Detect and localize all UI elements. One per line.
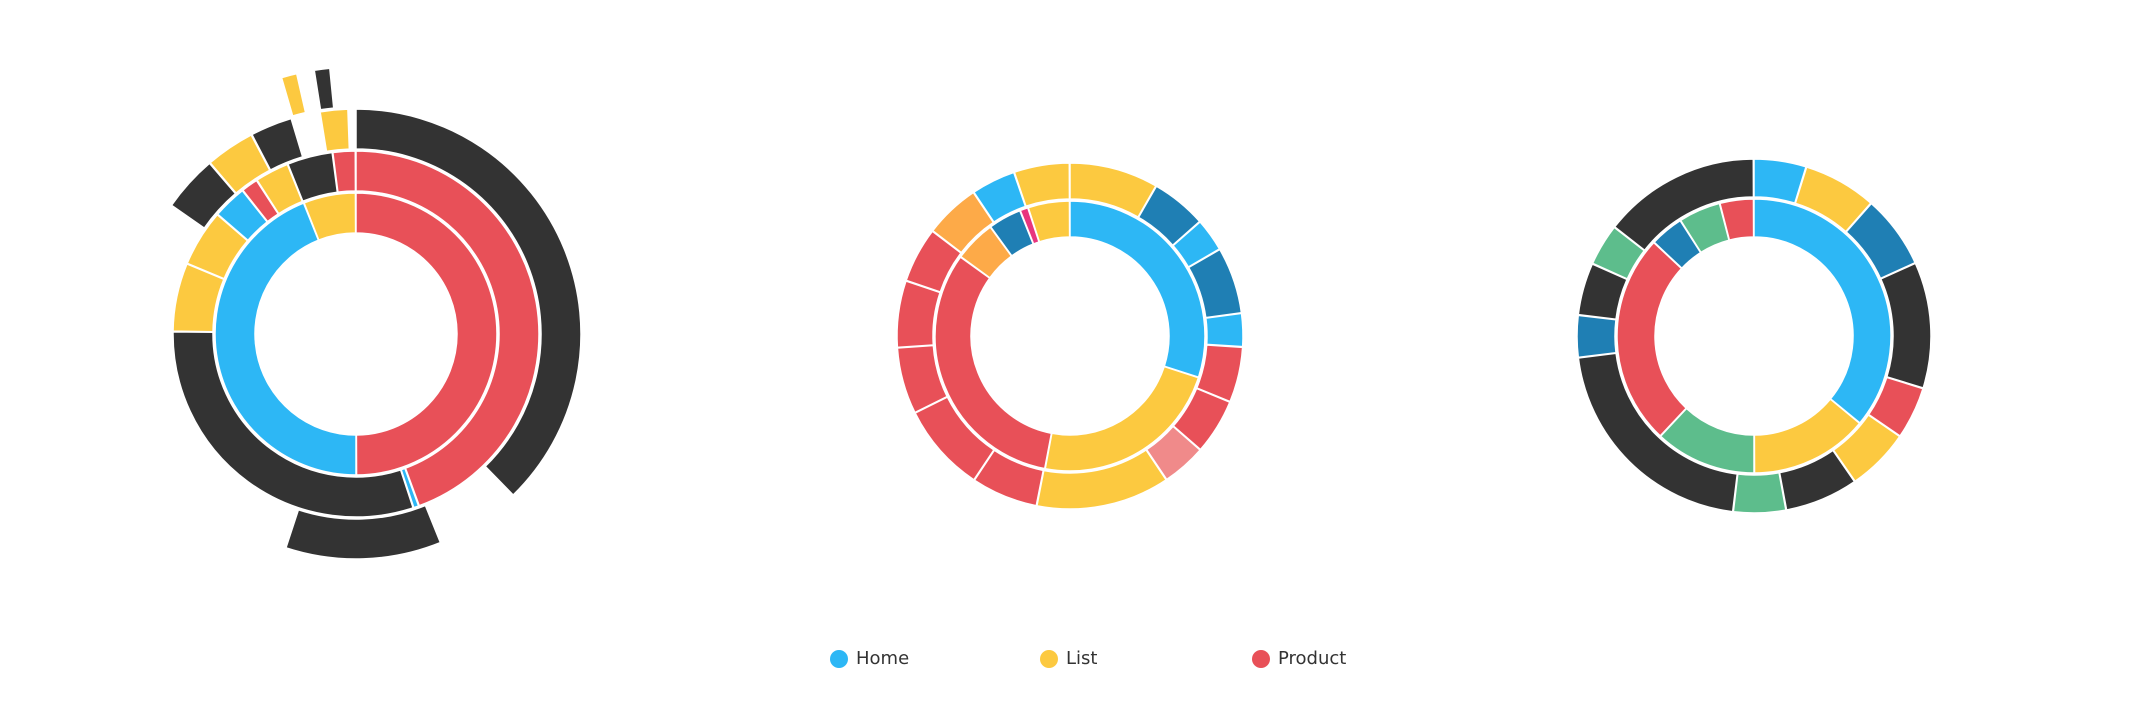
sunburst-segment-exit[interactable] (1577, 352, 1739, 513)
sunburst-chart-right (1576, 158, 1932, 514)
sunburst-segment-product[interactable] (355, 192, 498, 476)
sunburst-segment-exit[interactable] (1613, 158, 1755, 252)
sunburst-segment-home[interactable] (1204, 312, 1244, 348)
sunburst-segment-product[interactable] (355, 150, 540, 507)
sunburst-segment-exit[interactable] (250, 117, 304, 171)
sunburst-segment-list[interactable] (319, 108, 351, 153)
legend-item-product[interactable]: Product (1252, 648, 1346, 669)
sunburst-segment-home[interactable] (1069, 200, 1206, 379)
sunburst-segment-other[interactable] (1732, 471, 1787, 514)
sunburst-segment-product[interactable] (934, 256, 1053, 470)
sunburst-segment-exit[interactable] (355, 108, 582, 497)
sunburst-segment-product[interactable] (1719, 198, 1755, 242)
sunburst-segment-exit[interactable] (313, 67, 335, 111)
sunburst-segment-list[interactable] (1013, 162, 1071, 208)
sunburst-segment-list[interactable] (1027, 200, 1071, 243)
legend-item-home[interactable]: Home (830, 648, 909, 669)
legend-label: Home (856, 648, 910, 669)
legend-swatch (1040, 649, 1058, 668)
sunburst-segment-product[interactable] (331, 150, 357, 193)
sunburst-segment-list[interactable] (303, 192, 357, 242)
legend-item-list[interactable]: List (1040, 648, 1097, 669)
sunburst-chart-left (170, 67, 582, 560)
sunburst-segment-exit[interactable] (172, 331, 415, 518)
legend-swatch (830, 649, 848, 668)
legend-label: Product (1278, 648, 1347, 669)
chart-legend: Home List Product (0, 648, 2134, 678)
sunburst-chart-center (896, 162, 1244, 510)
sunburst-segment-product[interactable] (1616, 241, 1688, 437)
sunburst-segment-home[interactable] (1753, 198, 1892, 424)
legend-label: List (1066, 648, 1098, 669)
sunburst-segment-product[interactable] (896, 280, 942, 349)
sunburst-segment-home2[interactable] (1576, 314, 1617, 359)
sunburst-segment-home[interactable] (214, 202, 357, 476)
sunburst-segment-exit[interactable] (285, 504, 442, 560)
sunburst-segment-list[interactable] (280, 72, 307, 117)
legend-swatch (1252, 649, 1270, 668)
